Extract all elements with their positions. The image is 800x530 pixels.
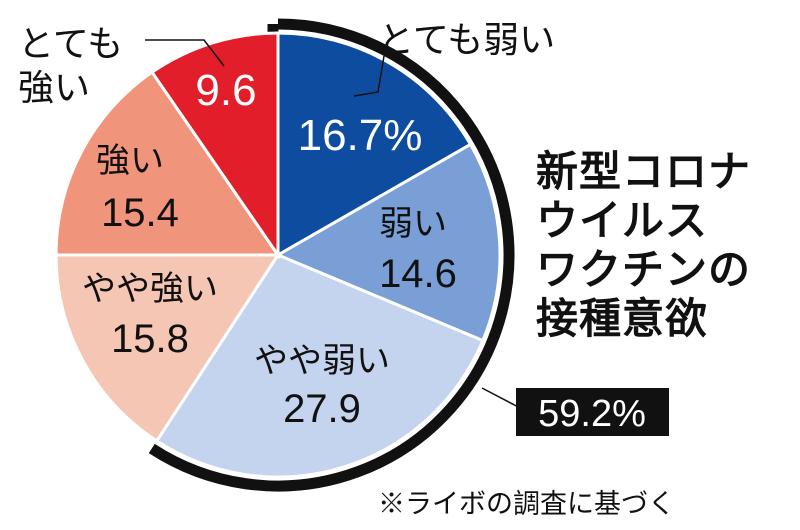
pie-slice-very-strong [149, 31, 280, 260]
chart-title-line-2: ウイルス [536, 196, 709, 245]
slice-label-very-weak: とても弱い [378, 20, 555, 61]
leader-line-very-weak [353, 55, 385, 97]
slice-label-somewhat-weak: やや弱い [254, 341, 390, 381]
pie-slice-strong [54, 70, 281, 257]
chart-title-line-3: ワクチンの [536, 245, 752, 294]
leader-lines [145, 39, 385, 97]
slice-value-somewhat-weak: 27.9 [283, 387, 361, 431]
slice-labels: とても弱い 16.7% 弱い 14.6 やや弱い 27.9 やや強い 15.8 強い 15.4 とて… [18, 20, 555, 431]
pie-slices [54, 31, 502, 479]
weak-total-box [516, 388, 669, 436]
slice-value-very-weak: 16.7% [298, 111, 423, 160]
pie-slice-very-weak [276, 31, 473, 258]
chart-title-line-4: 接種意欲 [536, 294, 709, 343]
slice-value-strong: 15.4 [101, 191, 179, 235]
slice-label-weak: 弱い [379, 204, 447, 244]
weak-total-callout: 59.2% [481, 387, 669, 436]
chart-title-line-1: 新型コロナ [536, 147, 752, 196]
weak-total-bracket [148, 18, 515, 492]
weak-total-value: 59.2% [538, 393, 646, 435]
slice-value-somewhat-strong: 15.8 [111, 317, 189, 361]
slice-label-very-strong: とても強い [18, 24, 123, 109]
slice-label-somewhat-strong: やや強い [82, 269, 218, 309]
slice-value-weak: 14.6 [379, 252, 457, 296]
pie-slice-weak [274, 142, 502, 343]
slice-value-very-strong: 9.6 [195, 66, 256, 115]
pie-slice-somewhat-weak [154, 253, 485, 479]
source-note: ※ライボの調査に基づく [378, 489, 675, 520]
slice-label-strong: 強い [96, 141, 164, 181]
leader-line-very-strong [145, 39, 225, 67]
pie-slice-somewhat-strong [54, 253, 281, 444]
